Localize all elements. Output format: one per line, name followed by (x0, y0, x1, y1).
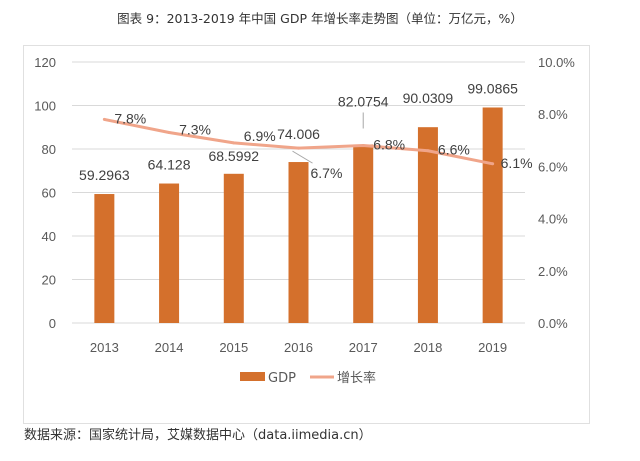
gdp-data-label: 90.0309 (403, 90, 454, 106)
growth-rate-point (167, 130, 171, 134)
y-left-tick-label: 20 (42, 273, 56, 288)
gdp-bar (417, 127, 438, 323)
growth-rate-point (297, 146, 300, 150)
chart-title: 图表 9：2013-2019 年中国 GDP 年增长率走势图（单位：万亿元，%） (117, 11, 523, 26)
growth-rate-data-label: 6.9% (244, 128, 276, 144)
legend-growth-label: 增长率 (337, 370, 376, 386)
growth-rate-data-label: 7.8% (114, 110, 146, 126)
y-right-tick-label: 2.0% (538, 264, 568, 279)
x-tick-label: 2015 (219, 340, 248, 355)
x-tick-label: 2013 (90, 340, 119, 355)
growth-rate-point (491, 162, 495, 166)
y-left-tick-label: 60 (42, 186, 56, 201)
gdp-data-label: 68.5992 (208, 148, 259, 164)
x-tick-label: 2014 (155, 340, 184, 355)
y-left-tick-label: 40 (42, 229, 56, 244)
y-left-tick-label: 120 (34, 55, 56, 70)
growth-rate-point (426, 149, 430, 153)
y-right-tick-label: 0.0% (538, 316, 568, 331)
x-tick-label: 2017 (349, 340, 378, 355)
legend-gdp-swatch (240, 372, 265, 381)
leader-line (292, 150, 313, 164)
growth-rate-data-label: 6.6% (438, 142, 470, 158)
gdp-data-label: 99.0865 (467, 80, 518, 96)
gdp-data-label: 74.006 (277, 126, 320, 142)
gdp-bar (223, 173, 244, 323)
growth-rate-data-label: 6.8% (373, 137, 405, 153)
y-left-tick-label: 100 (34, 99, 56, 114)
y-left-tick-label: 0 (49, 316, 56, 331)
growth-rate-point (102, 117, 106, 121)
y-right-tick-label: 8.0% (538, 107, 568, 122)
gdp-data-label: 82.0754 (338, 93, 389, 109)
data-source: 数据来源：国家统计局，艾媒数据中心（data.iimedia.cn） (24, 428, 372, 443)
gdp-bar (94, 194, 115, 323)
y-left-tick-label: 80 (42, 142, 56, 157)
legend-gdp-label: GDP (268, 371, 296, 386)
x-tick-label: 2019 (478, 340, 507, 355)
gdp-bar (288, 162, 309, 323)
gdp-data-label: 64.128 (148, 157, 191, 173)
gdp-bar (353, 144, 374, 323)
gdp-bar (159, 183, 180, 323)
growth-rate-data-label: 7.3% (179, 121, 211, 137)
x-tick-label: 2018 (413, 340, 442, 355)
y-right-tick-label: 10.0% (538, 55, 575, 70)
gdp-bar (482, 107, 503, 323)
y-right-tick-label: 4.0% (538, 212, 568, 227)
growth-rate-point (232, 141, 236, 145)
growth-rate-point (361, 144, 365, 148)
growth-rate-data-label: 6.7% (311, 165, 343, 181)
growth-rate-data-label: 6.1% (501, 155, 533, 171)
y-right-tick-label: 6.0% (538, 159, 568, 174)
gdp-data-label: 59.2963 (79, 167, 130, 183)
x-tick-label: 2016 (284, 340, 313, 355)
